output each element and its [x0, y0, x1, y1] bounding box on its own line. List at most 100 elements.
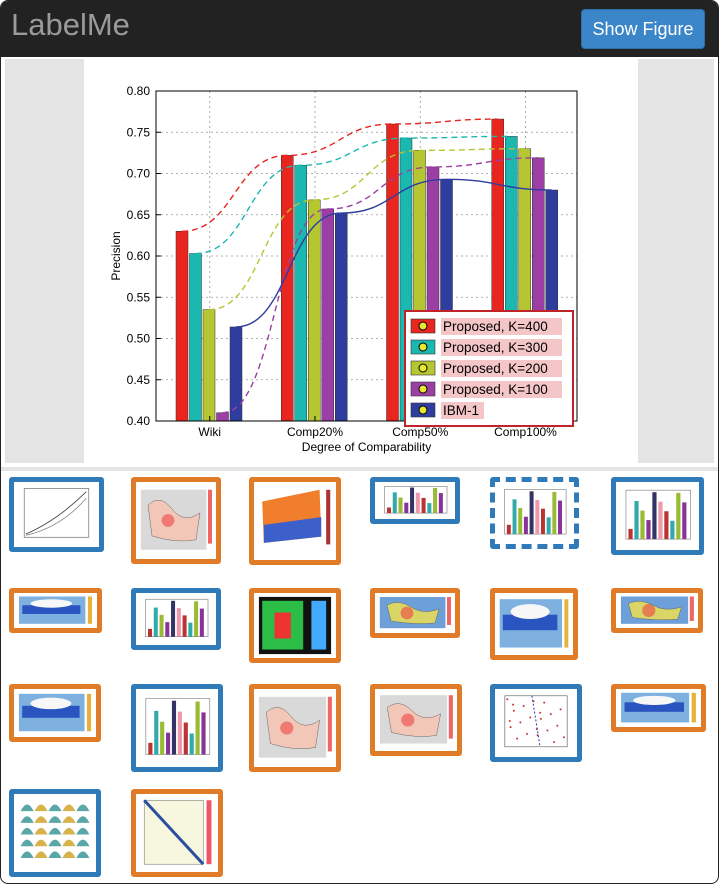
thumb-bar — [177, 711, 182, 755]
bar — [307, 199, 321, 422]
figure-thumbnail[interactable] — [490, 477, 579, 549]
legend-label-highlight — [441, 402, 484, 419]
thumb-bar — [646, 520, 651, 540]
plot-point — [512, 703, 515, 706]
bar — [294, 165, 307, 422]
bar — [386, 123, 399, 422]
thumb-content — [145, 598, 209, 637]
thumb-bar — [438, 493, 443, 514]
figure-thumbnail[interactable] — [131, 684, 223, 772]
figure-thumbnail[interactable] — [249, 477, 341, 565]
thumb-bar — [421, 497, 426, 514]
thumb-content — [258, 596, 332, 655]
thumbnail-image — [379, 597, 451, 629]
thumb-content — [379, 597, 451, 629]
y-tick-label: 0.60 — [127, 249, 151, 263]
distribution — [34, 851, 48, 858]
map-hotspot — [400, 606, 414, 620]
figure-thumbnail[interactable] — [249, 588, 341, 663]
thumb-content — [379, 695, 453, 744]
x-tick-label: Wiki — [198, 425, 221, 439]
thumb-bar — [529, 491, 534, 535]
heatmap-band — [502, 614, 558, 631]
thumbnail-image — [499, 599, 569, 648]
legend-marker — [418, 321, 428, 331]
plot-point — [516, 737, 519, 740]
thumb-bar — [188, 622, 193, 637]
distribution — [20, 827, 34, 835]
top-bar: LabelMe Show Figure — [1, 1, 718, 57]
thumb-bar — [433, 487, 438, 514]
heatmap-band — [624, 702, 684, 712]
thumb-content — [499, 599, 569, 648]
thumbnail-image — [258, 696, 332, 758]
figure-thumbnail[interactable] — [611, 588, 703, 633]
figure-thumbnail[interactable] — [9, 789, 101, 877]
thumb-content — [620, 596, 694, 624]
figure-thumbnail[interactable] — [131, 789, 223, 877]
legend-label: Proposed, K=400 — [443, 319, 548, 334]
figure-thumbnail[interactable] — [490, 588, 578, 660]
legend-label-highlight — [441, 360, 562, 377]
heatmap-band — [22, 605, 81, 614]
plot-line — [25, 497, 87, 536]
show-figure-button[interactable]: Show Figure — [581, 9, 705, 49]
x-tick-label: Comp50% — [392, 425, 448, 439]
legend-label: IBM-1 — [443, 403, 479, 418]
thumb-bar — [171, 700, 177, 755]
figure-thumbnail[interactable] — [611, 684, 706, 732]
figure-thumbnail[interactable] — [9, 684, 101, 742]
thumbnail-image — [143, 799, 212, 866]
heatmap-blob — [30, 599, 73, 608]
figure-thumbnail[interactable] — [249, 684, 341, 772]
distribution — [48, 816, 62, 823]
legend-marker — [418, 363, 428, 373]
thumb-bar — [392, 492, 397, 514]
figure-thumbnail[interactable] — [9, 588, 102, 633]
figure-thumbnail[interactable] — [370, 588, 460, 638]
thumb-bar — [523, 516, 528, 535]
thumb-bar — [165, 622, 170, 637]
bar — [321, 208, 334, 422]
colorbar — [326, 489, 331, 545]
plot-point — [556, 724, 559, 727]
x-axis-label: Degree of Comparability — [302, 440, 431, 454]
distribution — [76, 839, 90, 847]
distribution — [62, 804, 76, 812]
plot-point — [506, 698, 509, 701]
distribution — [62, 851, 76, 858]
thumb-content — [20, 804, 90, 858]
figure-thumbnail[interactable] — [370, 684, 462, 756]
y-tick-label: 0.40 — [127, 414, 151, 428]
thumbnail-image — [625, 489, 691, 540]
figure-thumbnail[interactable] — [490, 684, 582, 762]
thumb-bar — [148, 628, 153, 637]
thumb-bar — [540, 508, 545, 535]
figure-thumbnail[interactable] — [131, 477, 221, 564]
thumb-bar — [189, 733, 194, 755]
thumb-bar — [670, 520, 675, 540]
figure-thumbnail[interactable] — [370, 477, 460, 524]
figure-thumbnail[interactable] — [611, 477, 704, 555]
thumb-bar — [195, 701, 200, 755]
colorbar — [691, 692, 696, 723]
colorbar — [86, 693, 92, 732]
thumb-bar — [159, 614, 164, 637]
plot-point — [512, 709, 515, 712]
thumb-bar — [398, 497, 403, 514]
distribution — [48, 804, 62, 812]
thumb-bar — [427, 503, 432, 514]
thumb-bar — [634, 501, 639, 540]
plot-point — [525, 732, 528, 735]
heatmap-blob — [30, 697, 72, 710]
map-hotspot — [161, 514, 175, 527]
distribution — [48, 839, 62, 847]
distribution — [76, 804, 90, 812]
legend-label-highlight — [441, 318, 562, 335]
x-tick-label: Comp20% — [287, 425, 343, 439]
figure-thumbnail[interactable] — [131, 588, 221, 650]
legend-label-highlight — [441, 381, 562, 398]
figure-thumbnail[interactable] — [9, 477, 104, 552]
thumbnail-image — [258, 596, 332, 655]
thumb-bar — [154, 710, 159, 755]
